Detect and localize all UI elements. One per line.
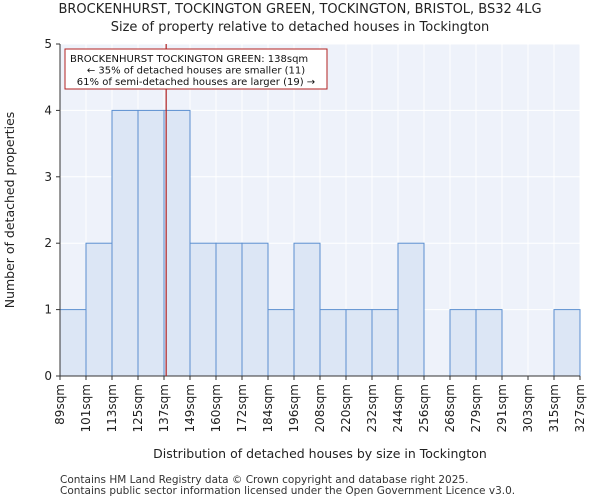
- x-tick-label: 149sqm: [183, 384, 197, 432]
- bar-279sqm: [475, 309, 503, 377]
- x-tick-label: 184sqm: [261, 384, 275, 432]
- x-tick-label: 160sqm: [209, 384, 223, 432]
- x-tick-label: 256sqm: [417, 384, 431, 432]
- annotation-box: BROCKENHURST TOCKINGTON GREEN: 138sqm← 3…: [64, 48, 328, 90]
- chart-title: BROCKENHURST, TOCKINGTON GREEN, TOCKINGT…: [58, 2, 542, 17]
- x-tick-label: 279sqm: [469, 384, 483, 432]
- x-tick-label: 172sqm: [235, 384, 249, 432]
- bar-196sqm: [293, 242, 321, 377]
- x-axis-title: Distribution of detached houses by size …: [153, 446, 487, 461]
- y-tick-label: 1: [44, 303, 52, 317]
- bar-172sqm: [241, 242, 269, 377]
- x-tick-label: 208sqm: [313, 384, 327, 432]
- bar-268sqm: [449, 309, 477, 377]
- bar-125sqm: [137, 109, 165, 377]
- x-tick-label: 244sqm: [391, 384, 405, 432]
- x-tick-label: 315sqm: [547, 384, 561, 432]
- x-tick-label: 268sqm: [443, 384, 457, 432]
- chart-subtitle: Size of property relative to detached ho…: [110, 20, 490, 35]
- x-tick-label: 137sqm: [157, 384, 171, 432]
- bar-220sqm: [345, 309, 373, 377]
- bar-101sqm: [85, 242, 113, 377]
- x-tick-label: 125sqm: [131, 384, 145, 432]
- x-tick-label: 232sqm: [365, 384, 379, 432]
- footer-licence: Contains public sector information licen…: [60, 485, 516, 497]
- annotation-line-3: 61% of semi-detached houses are larger (…: [77, 77, 315, 88]
- y-tick-label: 0: [44, 369, 52, 383]
- x-tick-label: 89sqm: [53, 384, 67, 425]
- bar-232sqm: [371, 309, 399, 377]
- x-tick-label: 113sqm: [105, 384, 119, 432]
- chart-svg: 0 1 2 3 4 5 89sqm 101sqm 113sqm 125sqm 137sqm 149sq…: [2, 37, 587, 461]
- x-tick-label: 291sqm: [495, 384, 509, 432]
- annotation-line-2: ← 35% of detached houses are smaller (11…: [87, 66, 305, 77]
- annotation-line-1: BROCKENHURST TOCKINGTON GREEN: 138sqm: [70, 54, 308, 65]
- bar-160sqm: [215, 242, 243, 377]
- x-tick-label: 327sqm: [573, 384, 587, 432]
- y-tick-label: 4: [44, 103, 52, 117]
- annotation-border: [64, 48, 328, 90]
- y-tick-label: 5: [44, 37, 52, 51]
- x-tick-label: 303sqm: [521, 384, 535, 432]
- bar-315sqm: [553, 309, 581, 377]
- y-tick-label: 2: [44, 236, 52, 250]
- bar-184sqm: [267, 309, 295, 377]
- x-tick-label: 101sqm: [79, 384, 93, 432]
- bar-244sqm: [397, 242, 425, 377]
- x-tick-label: 196sqm: [287, 384, 301, 432]
- bar-208sqm: [319, 309, 347, 377]
- bar-89sqm: [59, 309, 87, 377]
- bar-149sqm: [189, 242, 217, 377]
- bar-137sqm: [163, 109, 191, 377]
- y-tick-label: 3: [44, 170, 52, 184]
- bar-113sqm: [111, 109, 139, 377]
- footer-copyright: Contains HM Land Registry data © Crown c…: [60, 474, 469, 486]
- x-tick-label: 220sqm: [339, 384, 353, 432]
- y-axis-title: Number of detached properties: [2, 112, 17, 309]
